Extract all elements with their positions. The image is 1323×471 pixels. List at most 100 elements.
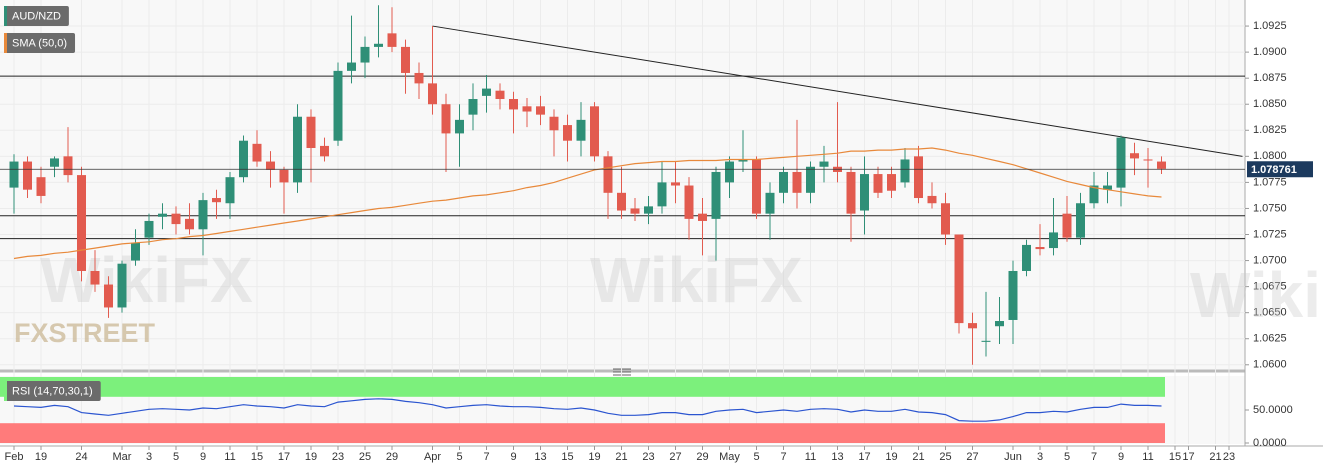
y-tick-label: 1.0775 (1253, 176, 1287, 188)
candle-body (428, 83, 437, 105)
candle-body (644, 206, 653, 214)
x-tick-label: 15 (251, 451, 263, 463)
legend-box (4, 33, 76, 53)
candle-body (225, 177, 235, 204)
x-tick-label: 17 (278, 451, 290, 463)
candle-body (536, 106, 545, 115)
candle-body (131, 242, 140, 261)
x-tick-label: 21 (912, 451, 924, 463)
rsi-tick-label: 50.0000 (1253, 404, 1293, 416)
x-tick-label: 3 (146, 451, 152, 463)
candle-body (468, 99, 478, 115)
x-tick-label: 11 (805, 451, 816, 463)
y-tick-label: 1.0625 (1253, 333, 1287, 345)
candle-body (1130, 153, 1139, 159)
candle-body (401, 46, 410, 73)
candle-body (50, 158, 59, 167)
candle-body (9, 161, 19, 188)
legend-text: AUD/NZD (12, 10, 61, 22)
candle-body (873, 174, 883, 193)
legend-box (4, 6, 69, 26)
legend-edge (4, 381, 7, 401)
x-tick-label: 19 (35, 451, 47, 463)
candle-body (671, 182, 680, 186)
candle-body (266, 161, 275, 170)
candle-body (738, 159, 748, 162)
oversold-band (0, 423, 1165, 443)
legend-text: SMA (50,0) (12, 37, 67, 49)
x-tick-label: 19 (588, 451, 600, 463)
candle-body (1089, 185, 1099, 204)
legend-edge (4, 33, 7, 53)
candle-body (914, 156, 923, 199)
x-tick-label: 23 (1223, 451, 1235, 463)
candle-body (576, 119, 586, 141)
x-tick-label: 15 (1169, 451, 1181, 463)
x-tick-label: 5 (456, 451, 462, 463)
candle-body (171, 213, 181, 225)
x-tick-label: 5 (753, 451, 759, 463)
candle-body (1062, 213, 1072, 238)
candle-body (90, 270, 100, 285)
x-tick-label: Apr (424, 451, 441, 463)
candle-body (374, 43, 383, 47)
candle-body (320, 145, 329, 157)
trend-line (432, 25, 1243, 157)
candle-body (63, 156, 73, 176)
x-tick-label: 13 (534, 451, 546, 463)
y-tick-label: 1.0750 (1253, 202, 1287, 214)
candle-body (482, 88, 491, 96)
x-tick-label: Feb (5, 451, 24, 463)
candle-body (1157, 161, 1166, 169)
candle-body (617, 192, 626, 211)
candle-body (522, 106, 532, 112)
candle-body (104, 284, 113, 308)
candle-body (563, 125, 572, 141)
x-tick-label: 17 (1182, 451, 1194, 463)
legend-item: SMA (50,0) (4, 33, 76, 53)
y-tick-label: 1.0900 (1253, 46, 1287, 58)
x-tick-label: 9 (1118, 451, 1124, 463)
candle-body (1103, 185, 1112, 190)
x-tick-label: 9 (200, 451, 206, 463)
candle-body (981, 340, 991, 342)
last-price-label: 1.078761 (1251, 164, 1297, 176)
candle-body (212, 198, 221, 203)
candle-body (549, 116, 559, 131)
candle-body (698, 213, 707, 221)
candle-body (509, 99, 518, 110)
candle-body (1116, 137, 1126, 188)
x-tick-label: 7 (780, 451, 786, 463)
brand-logo: FXSTREET (14, 318, 156, 348)
candle-body (846, 171, 856, 214)
candle-body (752, 159, 761, 214)
candle-body (185, 218, 194, 230)
candle-body (860, 174, 869, 211)
candle-body (779, 171, 788, 193)
y-tick-label: 1.0875 (1253, 72, 1287, 84)
x-tick-label: 7 (483, 451, 489, 463)
candle-body (1076, 203, 1085, 238)
sma-line (13, 147, 1162, 260)
x-tick-label: 5 (1064, 451, 1070, 463)
x-tick-label: 5 (173, 451, 179, 463)
x-tick-label: 25 (939, 451, 951, 463)
candle-body (1008, 270, 1018, 320)
candle-body (387, 33, 397, 47)
y-tick-label: 1.0725 (1253, 228, 1287, 240)
x-tick-label: Mar (113, 451, 132, 463)
candle-body (441, 104, 451, 134)
candle-body (293, 116, 302, 183)
x-tick-label: 29 (386, 451, 398, 463)
candle-body (792, 171, 802, 193)
candle-body (927, 195, 937, 204)
watermark: WikiFX (590, 244, 803, 316)
candle-body (684, 185, 694, 219)
candle-body (347, 62, 356, 71)
candle-body (360, 46, 370, 63)
x-tick-label: Jun (1004, 451, 1022, 463)
x-tick-label: May (719, 451, 740, 463)
candle-body (630, 208, 640, 214)
y-tick-label: 1.0850 (1253, 98, 1287, 110)
